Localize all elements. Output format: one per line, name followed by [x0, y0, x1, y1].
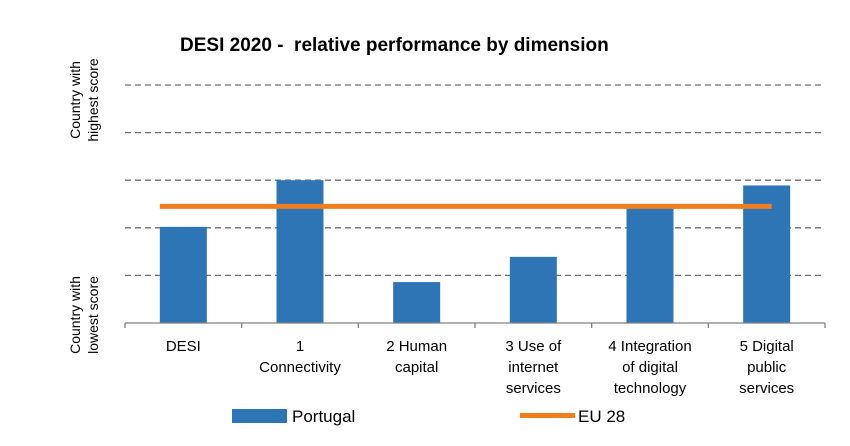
gridlines [125, 84, 825, 277]
x-tick-labels: DESI 1 Connectivity 2 Human capital 3 Use of i… [166, 338, 794, 397]
legend: Portugal EU 28 [232, 407, 625, 426]
x-tick-label: 2 Human capital [386, 338, 447, 376]
bar-series-portugal [159, 180, 791, 323]
x-axis [124, 322, 826, 328]
bar [393, 282, 441, 323]
y-axis-label-top: Country with highest score [67, 58, 101, 141]
x-tick-label: 5 Digital public services [739, 338, 794, 397]
bar [626, 206, 674, 323]
bar [509, 256, 557, 323]
x-tick-label: DESI [166, 338, 201, 355]
bar [159, 226, 207, 323]
bar [276, 180, 324, 323]
y-axis-label-bottom: Country with lowest score [67, 276, 101, 354]
legend-swatch-portugal [232, 409, 287, 423]
legend-label-portugal: Portugal [292, 407, 355, 426]
chart-title: DESI 2020 - relative performance by dime… [180, 35, 609, 56]
x-tick-label: 3 Use of internet services [505, 338, 562, 397]
x-tick-label: 4 Integration of digital technology [608, 338, 691, 397]
x-tick-label: 1 Connectivity [259, 338, 341, 376]
legend-label-eu28: EU 28 [578, 407, 625, 426]
legend-swatch-eu28 [520, 413, 575, 418]
